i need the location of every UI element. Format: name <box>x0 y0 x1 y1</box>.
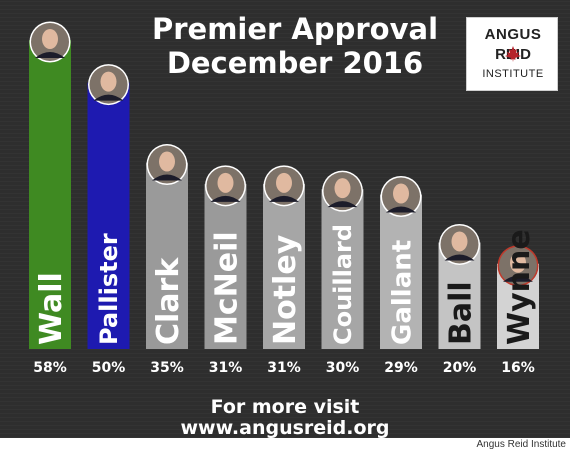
avatar-suit <box>386 206 416 213</box>
value-label-pallister: 50% <box>92 360 126 376</box>
angus-reid-logo: ANGUS REID INSTITUTE <box>466 17 558 91</box>
value-label-wall: 58% <box>33 360 67 376</box>
avatar-face <box>217 172 234 193</box>
bar-label-mcneil: McNeil <box>209 231 244 345</box>
avatar-face <box>451 231 468 252</box>
bar-group-couillard: Couillard 30% <box>321 170 364 376</box>
avatar-suit <box>327 201 358 208</box>
bar-label-pallister: Pallister <box>95 233 123 345</box>
bar-label-wynne: Wynne <box>502 229 537 345</box>
value-label-mcneil: 31% <box>209 360 243 376</box>
photo-credit: Angus Reid Institute <box>476 439 567 450</box>
avatar-face <box>159 151 175 172</box>
bar-clark <box>146 162 188 349</box>
logo-text-angus: ANGUS <box>484 26 542 43</box>
avatar-suit <box>152 174 182 181</box>
value-label-couillard: 30% <box>326 360 360 376</box>
avatar-face <box>510 252 526 273</box>
bar-label-notley: Notley <box>268 234 303 345</box>
bar-group-notley: Notley 31% <box>263 165 305 376</box>
bar-group-wall: Wall 58% <box>29 21 71 376</box>
avatar-suit <box>269 195 299 202</box>
chart-title: Premier Approval December 2016 <box>130 12 460 80</box>
value-label-wynne: 16% <box>501 360 535 376</box>
bar-chart: Wall58%Pallister50%Clark35%McNeil31%Notl… <box>29 21 539 376</box>
bar-label-gallant: Gallant <box>387 240 417 345</box>
avatar-suit <box>503 275 533 282</box>
title-line-2: December 2016 <box>166 46 424 80</box>
maple-leaf-icon <box>505 46 521 62</box>
avatar-suit <box>35 52 65 58</box>
avatar-suit <box>93 94 124 101</box>
value-label-ball: 20% <box>443 360 477 376</box>
value-label-notley: 31% <box>267 360 301 376</box>
bar-label-wall: Wall <box>34 272 69 345</box>
bar-group-gallant: Gallant 29% <box>380 176 422 376</box>
value-label-gallant: 29% <box>384 360 418 376</box>
footer-url: www.angusreid.org <box>180 417 390 439</box>
bar-mcneil <box>204 183 247 349</box>
bar-gallant <box>380 194 422 349</box>
bar-wall <box>29 40 71 349</box>
value-label-clark: 35% <box>150 360 184 376</box>
bar-notley <box>263 183 305 349</box>
avatar-face <box>334 178 351 199</box>
bar-pallister <box>87 82 130 349</box>
avatar-face <box>276 172 292 193</box>
bar-label-ball: Ball <box>443 281 478 345</box>
bar-label-clark: Clark <box>151 257 186 345</box>
avatar-suit <box>210 195 241 202</box>
bar-group-mcneil: McNeil 31% <box>204 165 247 376</box>
bar-group-ball: Ball 20% <box>438 223 481 376</box>
footer-text: For more visit <box>210 396 360 418</box>
avatar-face <box>393 183 409 204</box>
bar-group-pallister: Pallister 50% <box>87 64 130 376</box>
avatar-face <box>42 29 58 49</box>
bar-label-couillard: Couillard <box>329 224 357 345</box>
avatar-suit <box>444 254 475 261</box>
logo-text-institute: INSTITUTE <box>482 68 544 80</box>
bar-couillard <box>321 189 364 349</box>
avatar-face <box>100 71 117 92</box>
bar-group-clark: Clark 35% <box>146 144 188 376</box>
title-line-1: Premier Approval <box>151 12 439 46</box>
bar-group-wynne: Wynne 16% <box>497 229 539 376</box>
